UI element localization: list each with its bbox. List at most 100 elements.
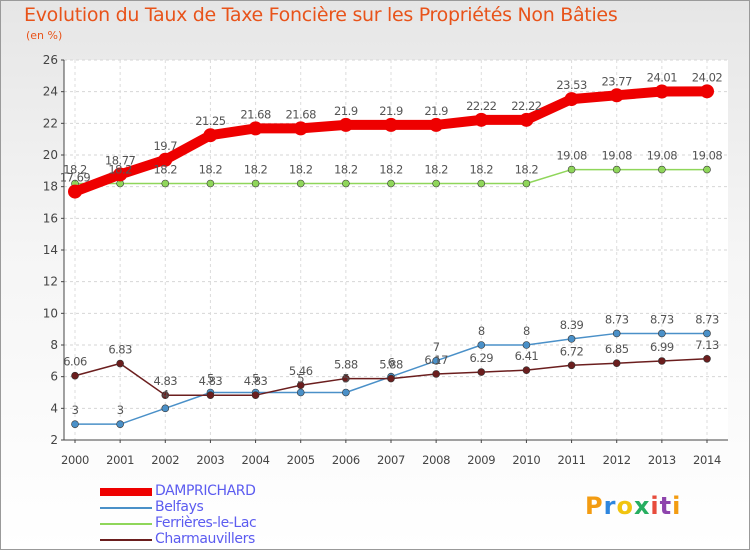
data-label: 19.08 bbox=[692, 149, 723, 163]
x-tick-label: 2001 bbox=[106, 453, 134, 467]
data-label: 24.02 bbox=[692, 70, 723, 84]
data-label: 4.83 bbox=[244, 374, 268, 388]
data-label: 8.73 bbox=[605, 312, 629, 326]
data-label: 4.83 bbox=[199, 374, 223, 388]
data-label: 18.2 bbox=[334, 163, 358, 177]
data-label: 4.83 bbox=[153, 374, 177, 388]
data-label: 5 bbox=[207, 372, 214, 386]
data-label: 18.2 bbox=[153, 163, 177, 177]
data-label: 4 bbox=[162, 387, 169, 401]
y-tick-label: 14 bbox=[43, 243, 58, 257]
chart-subtitle: (en %) bbox=[26, 29, 63, 42]
data-point bbox=[161, 404, 170, 413]
proxiti-logo: Proxiti bbox=[585, 492, 681, 520]
data-label: 18.2 bbox=[379, 163, 403, 177]
data-label: 6 bbox=[388, 356, 395, 370]
data-point bbox=[161, 391, 170, 399]
data-point bbox=[113, 167, 128, 182]
legend-swatch bbox=[100, 507, 152, 509]
legend-label: Belfays bbox=[155, 499, 204, 515]
data-point bbox=[432, 370, 440, 378]
x-tick-label: 2007 bbox=[377, 453, 405, 467]
x-tick-label: 2013 bbox=[648, 453, 676, 467]
data-point bbox=[567, 361, 576, 370]
logo-letter: i bbox=[650, 492, 660, 520]
data-label: 18.2 bbox=[424, 163, 448, 177]
chart-title: Evolution du Taux de Taxe Foncière sur l… bbox=[24, 4, 618, 26]
data-label: 6.83 bbox=[108, 343, 132, 357]
data-point bbox=[384, 117, 398, 132]
x-tick-label: 2014 bbox=[693, 453, 721, 467]
data-label: 6.06 bbox=[63, 355, 87, 369]
data-point bbox=[474, 112, 489, 127]
logo-letter: r bbox=[603, 492, 617, 520]
data-point bbox=[654, 84, 669, 99]
data-label: 18.2 bbox=[63, 163, 87, 177]
x-tick-label: 2004 bbox=[242, 453, 270, 467]
legend-item: Ferrières-le-Lac bbox=[100, 515, 400, 532]
data-point bbox=[387, 374, 395, 383]
data-point bbox=[161, 179, 170, 188]
y-tick-label: 4 bbox=[50, 401, 58, 415]
data-point bbox=[567, 335, 576, 343]
data-point bbox=[519, 112, 534, 127]
data-point bbox=[293, 121, 308, 136]
legend-swatch bbox=[100, 488, 152, 496]
data-label: 21.68 bbox=[285, 107, 316, 121]
data-label: 21.9 bbox=[379, 104, 403, 118]
data-label: 18.2 bbox=[108, 163, 132, 177]
legend-swatch bbox=[100, 539, 152, 541]
data-label: 21.9 bbox=[424, 104, 448, 118]
y-tick-label: 16 bbox=[43, 211, 58, 225]
data-point bbox=[68, 184, 82, 199]
data-label: 6.72 bbox=[560, 344, 584, 358]
data-label: 7.13 bbox=[695, 338, 719, 352]
y-tick-label: 10 bbox=[43, 306, 58, 320]
data-label: 7 bbox=[433, 340, 440, 354]
data-point bbox=[609, 88, 624, 103]
data-point bbox=[477, 179, 486, 188]
logo-letter: o bbox=[616, 492, 634, 520]
y-tick-label: 8 bbox=[50, 338, 58, 352]
data-label: 23.53 bbox=[556, 78, 587, 92]
data-label: 5 bbox=[252, 372, 259, 386]
data-label: 21.9 bbox=[334, 104, 358, 118]
data-label: 8.73 bbox=[695, 312, 719, 326]
data-label: 21.68 bbox=[240, 107, 271, 121]
data-label: 6.99 bbox=[650, 340, 674, 354]
data-point bbox=[522, 179, 531, 188]
data-point bbox=[342, 179, 350, 188]
data-label: 23.77 bbox=[601, 74, 632, 88]
y-tick-label: 6 bbox=[50, 370, 58, 384]
legend-item: Belfays bbox=[100, 499, 400, 516]
legend-item: DAMPRICHARD bbox=[100, 483, 400, 500]
data-point bbox=[251, 179, 260, 188]
y-tick-label: 24 bbox=[43, 85, 58, 99]
data-label: 18.2 bbox=[244, 163, 268, 177]
y-tick-label: 18 bbox=[43, 180, 58, 194]
data-label: 3 bbox=[117, 403, 124, 417]
data-point bbox=[116, 359, 124, 368]
data-point bbox=[71, 420, 79, 428]
data-label: 22.22 bbox=[511, 99, 542, 113]
data-point bbox=[658, 329, 666, 338]
data-label: 8.73 bbox=[650, 312, 674, 326]
data-label: 6.85 bbox=[605, 342, 629, 356]
data-point bbox=[477, 341, 486, 349]
x-tick-label: 2006 bbox=[332, 453, 360, 467]
data-point bbox=[429, 117, 444, 132]
x-tick-label: 2011 bbox=[558, 453, 586, 467]
data-point bbox=[612, 165, 621, 174]
data-point bbox=[703, 329, 711, 338]
data-point bbox=[338, 117, 353, 132]
data-point bbox=[703, 165, 711, 174]
data-label: 21.25 bbox=[195, 114, 226, 128]
data-point bbox=[477, 368, 486, 376]
data-point bbox=[658, 165, 666, 174]
data-label: 5 bbox=[342, 372, 349, 386]
data-point bbox=[203, 128, 218, 143]
data-point bbox=[342, 388, 350, 397]
chart-legend: DAMPRICHARD Belfays Ferrières-le-Lac Charma… bbox=[100, 483, 400, 548]
data-point bbox=[703, 354, 711, 363]
data-point bbox=[248, 121, 263, 136]
